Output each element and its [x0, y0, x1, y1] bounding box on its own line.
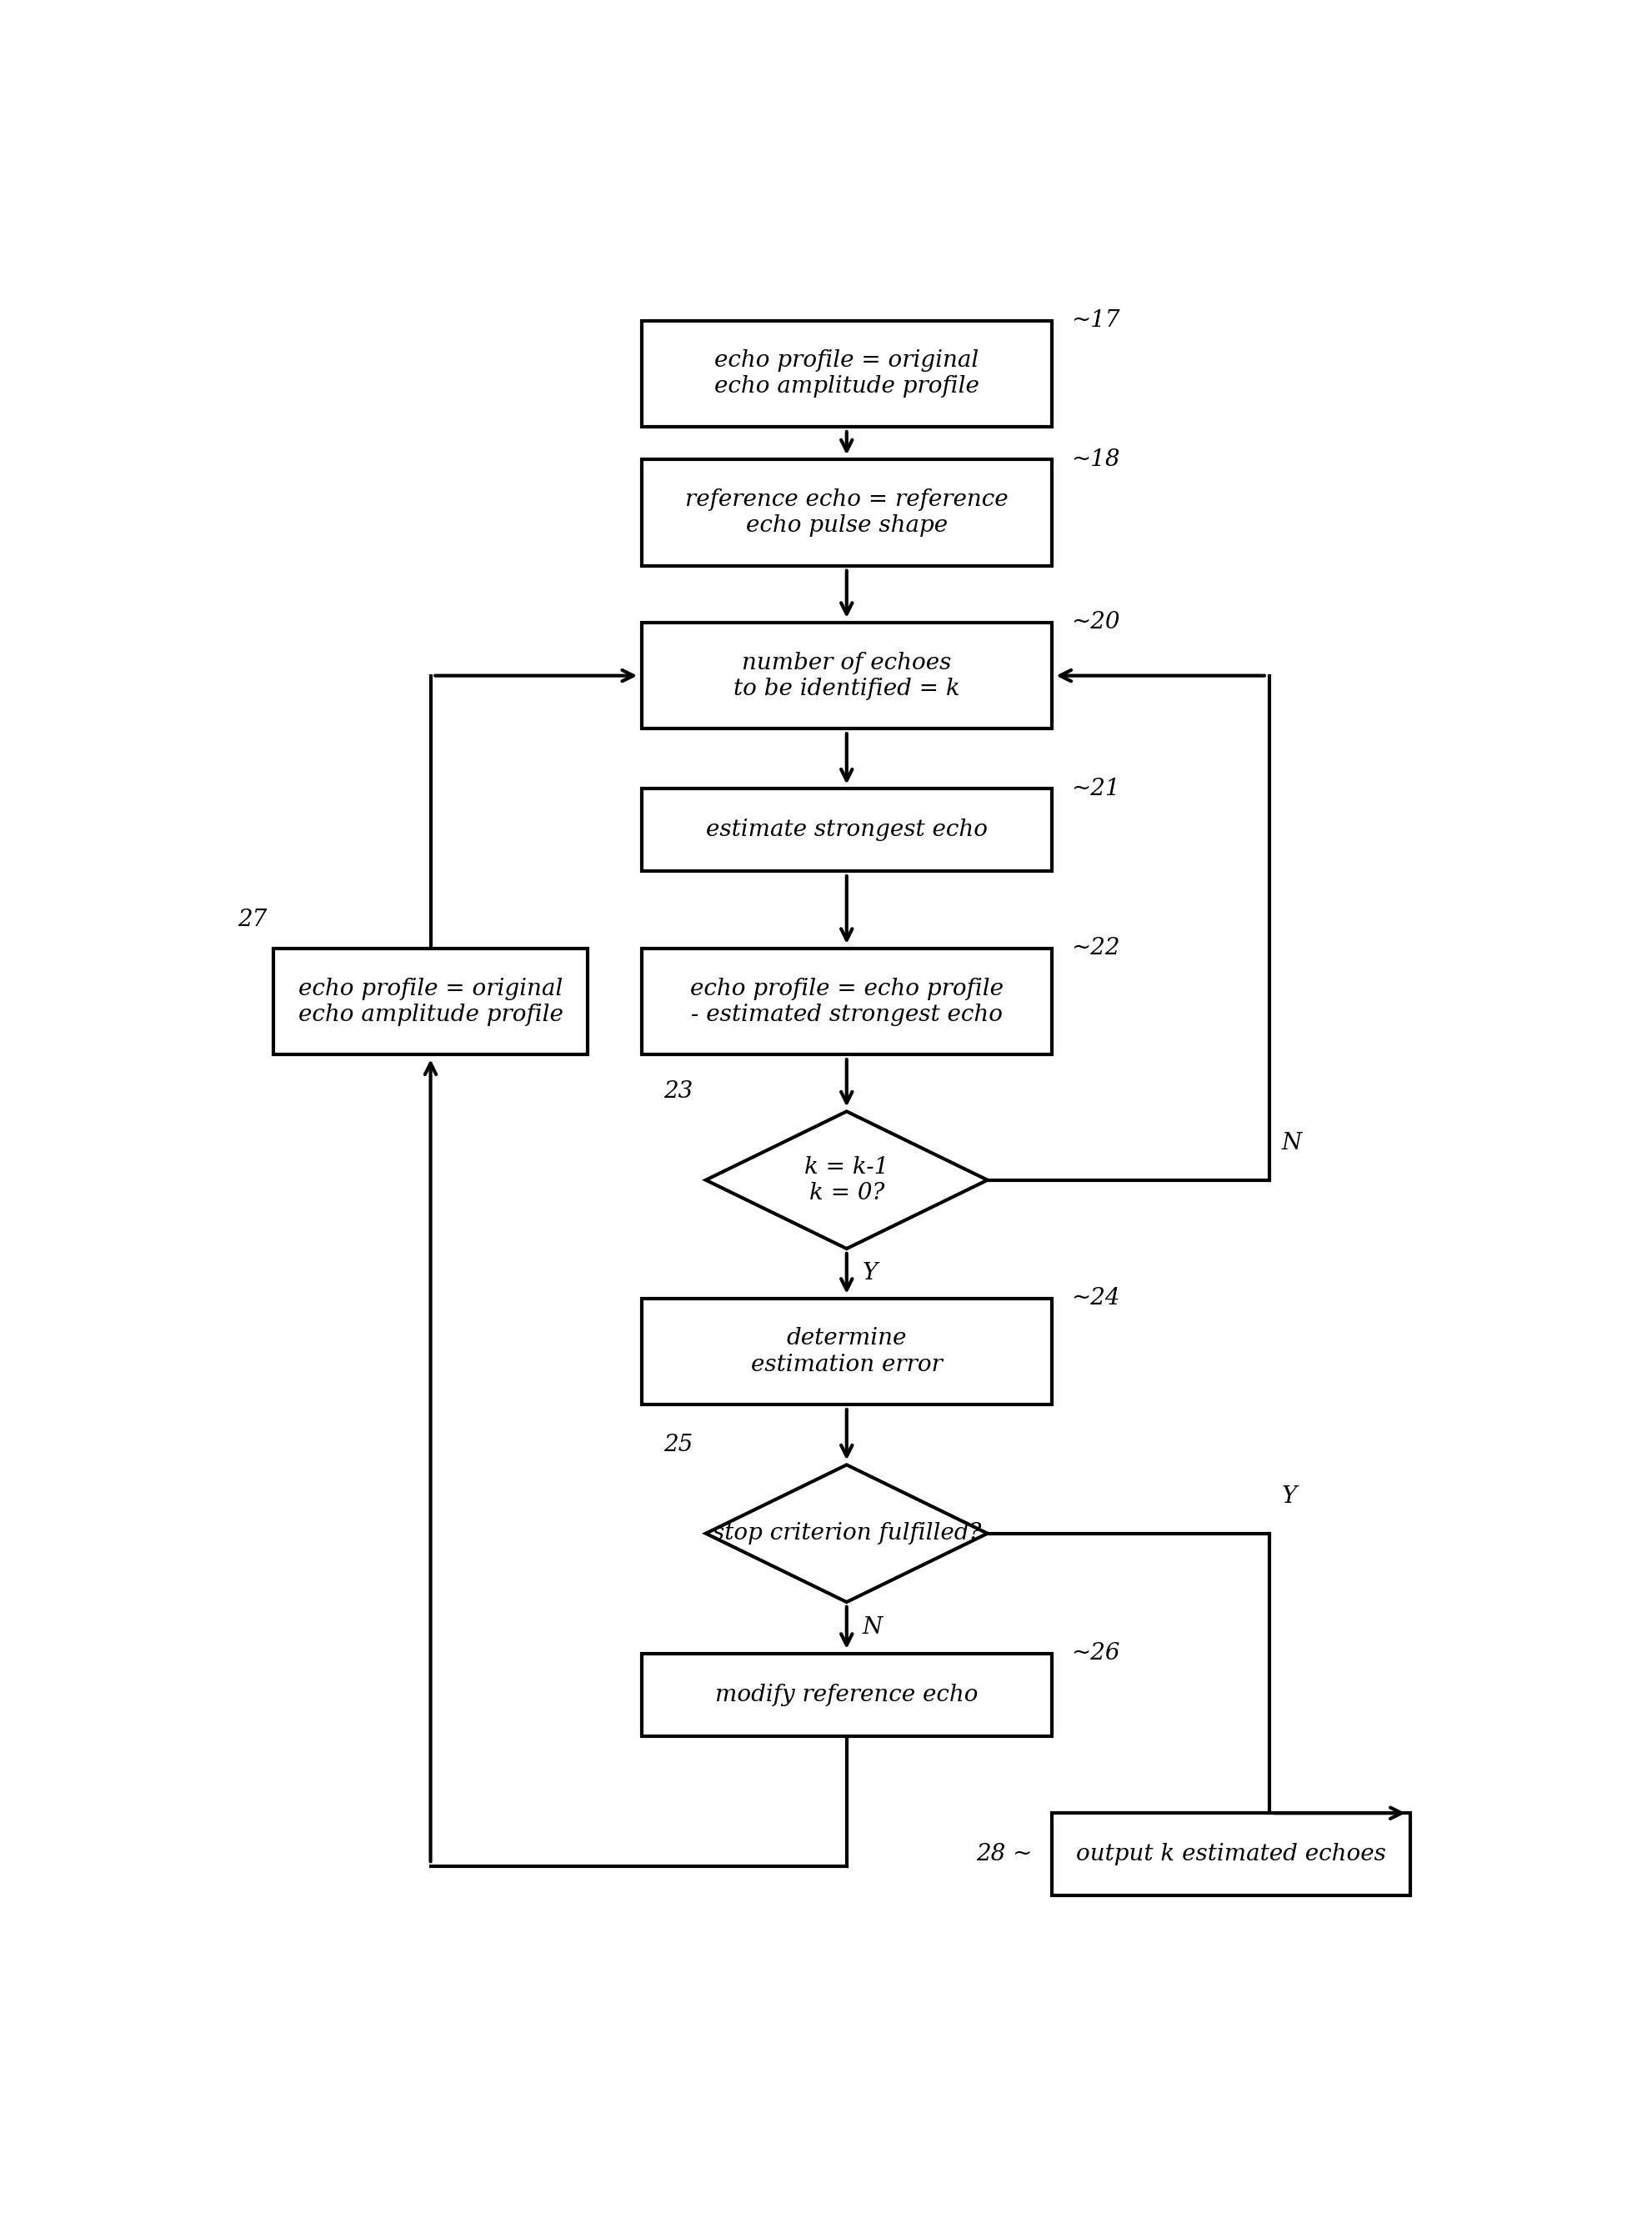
Bar — [641, 949, 1051, 1054]
Text: echo profile = original
echo amplitude profile: echo profile = original echo amplitude p… — [297, 978, 563, 1025]
Text: N: N — [1282, 1132, 1302, 1154]
Text: determine
estimation error: determine estimation error — [752, 1328, 942, 1377]
Polygon shape — [705, 1112, 988, 1248]
Text: ~17: ~17 — [1070, 310, 1120, 332]
Bar — [1052, 1814, 1411, 1896]
Text: ~20: ~20 — [1070, 610, 1120, 633]
Text: Y: Y — [862, 1263, 877, 1286]
Text: 27: 27 — [238, 909, 268, 931]
Text: ~26: ~26 — [1070, 1642, 1120, 1664]
Bar — [641, 789, 1051, 871]
Text: 28 ~: 28 ~ — [976, 1843, 1032, 1865]
Bar — [641, 622, 1051, 729]
Text: estimate strongest echo: estimate strongest echo — [705, 820, 988, 842]
Text: echo profile = echo profile
- estimated strongest echo: echo profile = echo profile - estimated … — [691, 978, 1003, 1025]
Text: 25: 25 — [664, 1435, 694, 1457]
Text: stop criterion fulfilled?: stop criterion fulfilled? — [712, 1522, 981, 1544]
Text: echo profile = original
echo amplitude profile: echo profile = original echo amplitude p… — [714, 350, 980, 399]
Bar — [641, 459, 1051, 566]
Bar — [274, 949, 588, 1054]
Text: ~22: ~22 — [1070, 938, 1120, 960]
Polygon shape — [705, 1464, 988, 1602]
Text: Y: Y — [1282, 1486, 1297, 1508]
Bar — [641, 1299, 1051, 1406]
Text: number of echoes
to be identified = k: number of echoes to be identified = k — [733, 651, 960, 700]
Text: modify reference echo: modify reference echo — [715, 1684, 978, 1707]
Text: 23: 23 — [664, 1081, 694, 1103]
Text: k = k-1
k = 0?: k = k-1 k = 0? — [805, 1156, 889, 1205]
Text: ~18: ~18 — [1070, 448, 1120, 470]
Text: output k estimated echoes: output k estimated echoes — [1075, 1843, 1386, 1865]
Text: reference echo = reference
echo pulse shape: reference echo = reference echo pulse sh… — [686, 488, 1008, 537]
Bar — [641, 1653, 1051, 1736]
Text: N: N — [862, 1618, 882, 1640]
Text: ~24: ~24 — [1070, 1288, 1120, 1310]
Bar — [641, 321, 1051, 428]
Text: ~21: ~21 — [1070, 778, 1120, 800]
